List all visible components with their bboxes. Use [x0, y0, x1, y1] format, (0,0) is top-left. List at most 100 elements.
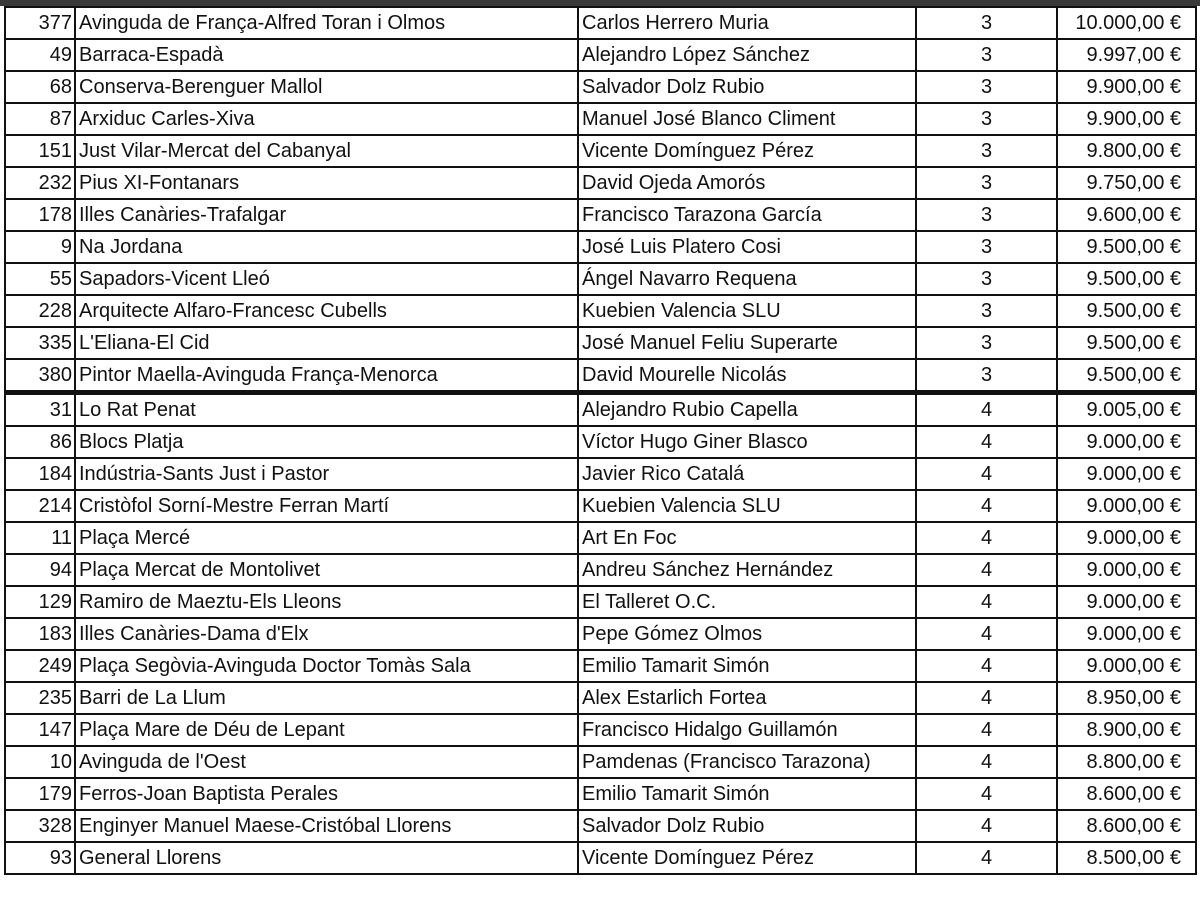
falla-number: 184: [4, 457, 76, 491]
table-row: 335 L'Eliana-El Cid José Manuel Feliu Supe…: [4, 326, 1197, 360]
table-row: 11 Plaça Mercé Art En Foc 4 9.000,00 €: [4, 521, 1197, 555]
budget-amount: 8.950,00 €: [1056, 681, 1197, 715]
artist-name: Carlos Herrero Muria: [577, 6, 917, 40]
budget-amount: 9.000,00 €: [1056, 425, 1197, 459]
budget-amount: 9.750,00 €: [1056, 166, 1197, 200]
falla-name: Plaça Mercé: [74, 521, 579, 555]
budget-amount: 9.000,00 €: [1056, 521, 1197, 555]
table-row: 49 Barraca-Espadà Alejandro López Sánchez 3…: [4, 38, 1197, 72]
falla-number: 183: [4, 617, 76, 651]
falla-number: 9: [4, 230, 76, 264]
budget-amount: 9.997,00 €: [1056, 38, 1197, 72]
category: 3: [915, 230, 1058, 264]
budget-amount: 9.500,00 €: [1056, 230, 1197, 264]
budget-amount: 9.000,00 €: [1056, 457, 1197, 491]
falla-name: Conserva-Berenguer Mallol: [74, 70, 579, 104]
falla-name: Arxiduc Carles-Xiva: [74, 102, 579, 136]
artist-name: Javier Rico Catalá: [577, 457, 917, 491]
falla-number: 10: [4, 745, 76, 779]
category: 3: [915, 6, 1058, 40]
artist-name: Ángel Navarro Requena: [577, 262, 917, 296]
budget-amount: 8.600,00 €: [1056, 809, 1197, 843]
falla-number: 68: [4, 70, 76, 104]
category: 4: [915, 713, 1058, 747]
table-row: 178 Illes Canàries-Trafalgar Francisco Tar…: [4, 198, 1197, 232]
falla-number: 151: [4, 134, 76, 168]
artist-name: Pepe Gómez Olmos: [577, 617, 917, 651]
category: 3: [915, 294, 1058, 328]
table-row: 214 Cristòfol Sorní-Mestre Ferran Martí Ku…: [4, 489, 1197, 523]
category: 4: [915, 745, 1058, 779]
artist-name: Salvador Dolz Rubio: [577, 809, 917, 843]
falla-name: Ramiro de Maeztu-Els Lleons: [74, 585, 579, 619]
falla-number: 328: [4, 809, 76, 843]
table-row: 31 Lo Rat Penat Alejandro Rubio Capella 4 9.…: [4, 390, 1197, 427]
table-row: 183 Illes Canàries-Dama d'Elx Pepe Gómez O…: [4, 617, 1197, 651]
falla-name: Avinguda de França-Alfred Toran i Olmos: [74, 6, 579, 40]
falla-name: Sapadors-Vicent Lleó: [74, 262, 579, 296]
budget-amount: 8.900,00 €: [1056, 713, 1197, 747]
falla-name: Just Vilar-Mercat del Cabanyal: [74, 134, 579, 168]
falla-number: 179: [4, 777, 76, 811]
table-row: 93 General Llorens Vicente Domínguez Pérez…: [4, 841, 1197, 875]
budget-amount: 9.500,00 €: [1056, 358, 1197, 394]
falla-name: Blocs Platja: [74, 425, 579, 459]
falla-name: Lo Rat Penat: [74, 390, 579, 427]
table-row: 68 Conserva-Berenguer Mallol Salvador Dolz…: [4, 70, 1197, 104]
artist-name: Emilio Tamarit Simón: [577, 777, 917, 811]
artist-name: Francisco Hidalgo Guillamón: [577, 713, 917, 747]
budget-amount: 9.500,00 €: [1056, 294, 1197, 328]
table-row: 10 Avinguda de l'Oest Pamdenas (Francisco …: [4, 745, 1197, 779]
falla-number: 86: [4, 425, 76, 459]
budget-amount: 9.800,00 €: [1056, 134, 1197, 168]
category: 3: [915, 358, 1058, 394]
table-row: 87 Arxiduc Carles-Xiva Manuel José Blanco …: [4, 102, 1197, 136]
budget-amount: 8.800,00 €: [1056, 745, 1197, 779]
budget-amount: 9.500,00 €: [1056, 262, 1197, 296]
falla-number: 49: [4, 38, 76, 72]
artist-name: Alejandro Rubio Capella: [577, 390, 917, 427]
falla-name: Cristòfol Sorní-Mestre Ferran Martí: [74, 489, 579, 523]
table-row: 9 Na Jordana José Luis Platero Cosi 3 9.500,…: [4, 230, 1197, 264]
budget-amount: 8.500,00 €: [1056, 841, 1197, 875]
falla-name: L'Eliana-El Cid: [74, 326, 579, 360]
artist-name: Manuel José Blanco Climent: [577, 102, 917, 136]
budget-amount: 9.900,00 €: [1056, 102, 1197, 136]
artist-name: David Mourelle Nicolás: [577, 358, 917, 394]
budget-amount: 9.600,00 €: [1056, 198, 1197, 232]
artist-name: Kuebien Valencia SLU: [577, 294, 917, 328]
falla-number: 232: [4, 166, 76, 200]
table-row: 380 Pintor Maella-Avinguda França-Menorca…: [4, 358, 1197, 394]
falla-number: 87: [4, 102, 76, 136]
category: 4: [915, 553, 1058, 587]
artist-name: Salvador Dolz Rubio: [577, 70, 917, 104]
falla-number: 11: [4, 521, 76, 555]
falla-name: Plaça Mercat de Montolivet: [74, 553, 579, 587]
artist-name: Vicente Domínguez Pérez: [577, 841, 917, 875]
falla-name: Ferros-Joan Baptista Perales: [74, 777, 579, 811]
top-bar: [0, 0, 1200, 6]
artist-name: Alex Estarlich Fortea: [577, 681, 917, 715]
artist-name: Art En Foc: [577, 521, 917, 555]
budget-amount: 9.000,00 €: [1056, 489, 1197, 523]
falla-number: 335: [4, 326, 76, 360]
table-row: 151 Just Vilar-Mercat del Cabanyal Vicente…: [4, 134, 1197, 168]
category: 3: [915, 102, 1058, 136]
artist-name: Emilio Tamarit Simón: [577, 649, 917, 683]
table-row: 129 Ramiro de Maeztu-Els Lleons El Tallere…: [4, 585, 1197, 619]
category: 4: [915, 425, 1058, 459]
budget-amount: 10.000,00 €: [1056, 6, 1197, 40]
category: 4: [915, 649, 1058, 683]
table-row: 328 Enginyer Manuel Maese-Cristóbal Llore…: [4, 809, 1197, 843]
falla-table: 377 Avinguda de França-Alfred Toran i Olm…: [4, 6, 1197, 875]
artist-name: Andreu Sánchez Hernández: [577, 553, 917, 587]
artist-name: Víctor Hugo Giner Blasco: [577, 425, 917, 459]
falla-name: Enginyer Manuel Maese-Cristóbal Llorens: [74, 809, 579, 843]
artist-name: Francisco Tarazona García: [577, 198, 917, 232]
table-row: 377 Avinguda de França-Alfred Toran i Olm…: [4, 6, 1197, 40]
category: 4: [915, 585, 1058, 619]
category: 4: [915, 489, 1058, 523]
artist-name: Vicente Domínguez Pérez: [577, 134, 917, 168]
budget-amount: 9.000,00 €: [1056, 617, 1197, 651]
category: 4: [915, 457, 1058, 491]
